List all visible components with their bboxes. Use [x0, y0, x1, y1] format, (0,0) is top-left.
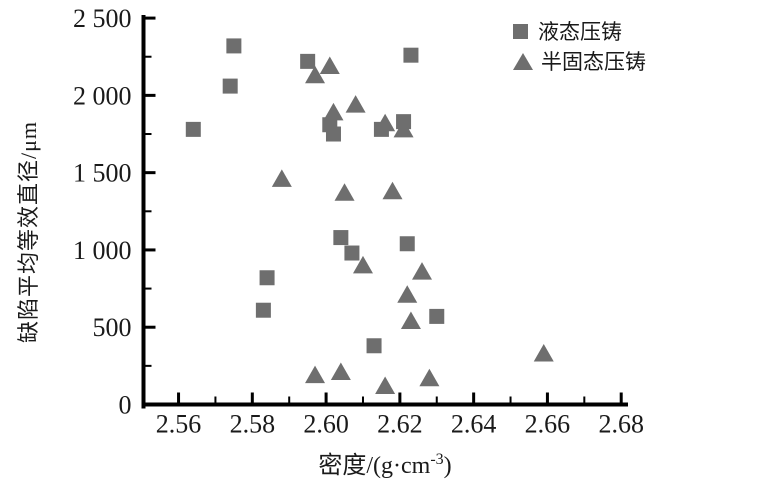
- legend-label: 液态压铸: [538, 20, 622, 44]
- data-point-triangle: [305, 365, 326, 384]
- x-tick-label: 2.60: [303, 410, 349, 439]
- y-major-tick: [145, 93, 156, 97]
- x-major-tick: [619, 392, 623, 403]
- x-major-tick: [250, 392, 254, 403]
- data-point-square: [403, 47, 419, 63]
- data-point-triangle: [352, 255, 373, 274]
- x-axis-label-superscript: -3: [430, 451, 443, 468]
- data-point-triangle: [419, 368, 440, 387]
- data-point-square: [255, 302, 271, 318]
- y-major-tick: [145, 325, 156, 329]
- data-point-square: [226, 38, 242, 54]
- data-point-triangle: [319, 56, 340, 75]
- x-axis-label: 密度/(g·cm-3): [318, 451, 451, 479]
- y-minor-tick: [145, 55, 152, 58]
- y-tick-label: 500: [93, 313, 132, 342]
- square-marker-icon: [513, 23, 528, 39]
- x-axis-spine: [141, 402, 628, 407]
- x-minor-tick: [361, 396, 364, 403]
- x-minor-tick: [288, 396, 291, 403]
- data-point-square: [325, 126, 341, 142]
- data-point-triangle: [330, 362, 351, 381]
- x-tick-label: 2.62: [377, 410, 423, 439]
- x-tick-label: 2.68: [598, 410, 644, 439]
- x-minor-tick: [509, 396, 512, 403]
- y-tick-label: 1 500: [73, 159, 132, 188]
- legend-item-liquid-die-casting: 液态压铸: [513, 16, 646, 46]
- x-minor-tick: [583, 396, 586, 403]
- axes: 2.56 2.58 2.60 2.62 2.64 2.66 2.68 0 500 1 000 1 5…: [73, 4, 644, 438]
- data-point-triangle: [305, 65, 326, 84]
- data-point-triangle: [393, 119, 414, 138]
- legend-item-semisolid-die-casting: 半固态压铸: [513, 46, 646, 76]
- x-tick-label: 2.58: [230, 410, 276, 439]
- y-major-tick: [145, 248, 156, 252]
- triangle-marker-icon: [513, 52, 533, 70]
- x-tick-label: 2.56: [156, 410, 202, 439]
- data-point-square: [185, 121, 201, 137]
- data-point-square: [333, 230, 349, 246]
- y-tick-label: 2 000: [73, 81, 132, 110]
- legend: 液态压铸 半固态压铸: [513, 16, 646, 76]
- y-tick-label: 0: [119, 391, 132, 420]
- data-point-triangle: [375, 113, 396, 132]
- data-point-triangle: [412, 262, 433, 280]
- x-major-tick: [398, 392, 402, 403]
- x-major-tick: [177, 392, 181, 403]
- data-point-triangle: [375, 376, 396, 394]
- y-axis-label: 缺陷平均等效直径/μm: [16, 121, 41, 343]
- x-minor-tick: [214, 396, 217, 403]
- x-major-tick: [545, 392, 549, 403]
- data-point-square: [259, 270, 275, 286]
- data-point-triangle: [271, 169, 292, 187]
- y-tick-label: 1 000: [73, 236, 132, 265]
- x-axis-label-suffix: ): [444, 453, 452, 479]
- data-point-triangle: [533, 343, 554, 362]
- y-major-tick: [145, 171, 156, 175]
- data-point-square: [300, 53, 316, 69]
- y-minor-tick: [145, 287, 152, 290]
- y-axis-spine: [141, 15, 146, 409]
- data-point-square: [366, 338, 382, 354]
- x-tick-label: 2.64: [451, 410, 497, 439]
- data-point-triangle: [323, 102, 344, 121]
- y-minor-tick: [145, 210, 152, 213]
- legend-label: 半固态压铸: [541, 50, 646, 74]
- x-minor-tick: [435, 396, 438, 403]
- y-minor-tick: [145, 364, 152, 367]
- data-point-triangle: [334, 183, 355, 201]
- y-major-tick: [145, 16, 156, 20]
- data-point-square: [399, 236, 415, 252]
- x-major-tick: [472, 392, 476, 403]
- data-point-square: [429, 308, 445, 324]
- x-axis-label-text: 密度/(g·cm: [318, 452, 430, 479]
- data-point-square: [222, 78, 238, 94]
- data-point-triangle: [382, 181, 403, 200]
- y-major-tick: [145, 403, 156, 406]
- data-point-triangle: [400, 311, 421, 330]
- y-tick-label: 2 500: [73, 4, 132, 33]
- data-point-triangle: [345, 95, 366, 113]
- data-points: [185, 38, 554, 394]
- data-point-square: [344, 245, 360, 261]
- x-major-tick: [324, 392, 328, 403]
- x-tick-label: 2.66: [525, 410, 571, 439]
- y-minor-tick: [145, 133, 152, 136]
- data-point-triangle: [397, 285, 418, 303]
